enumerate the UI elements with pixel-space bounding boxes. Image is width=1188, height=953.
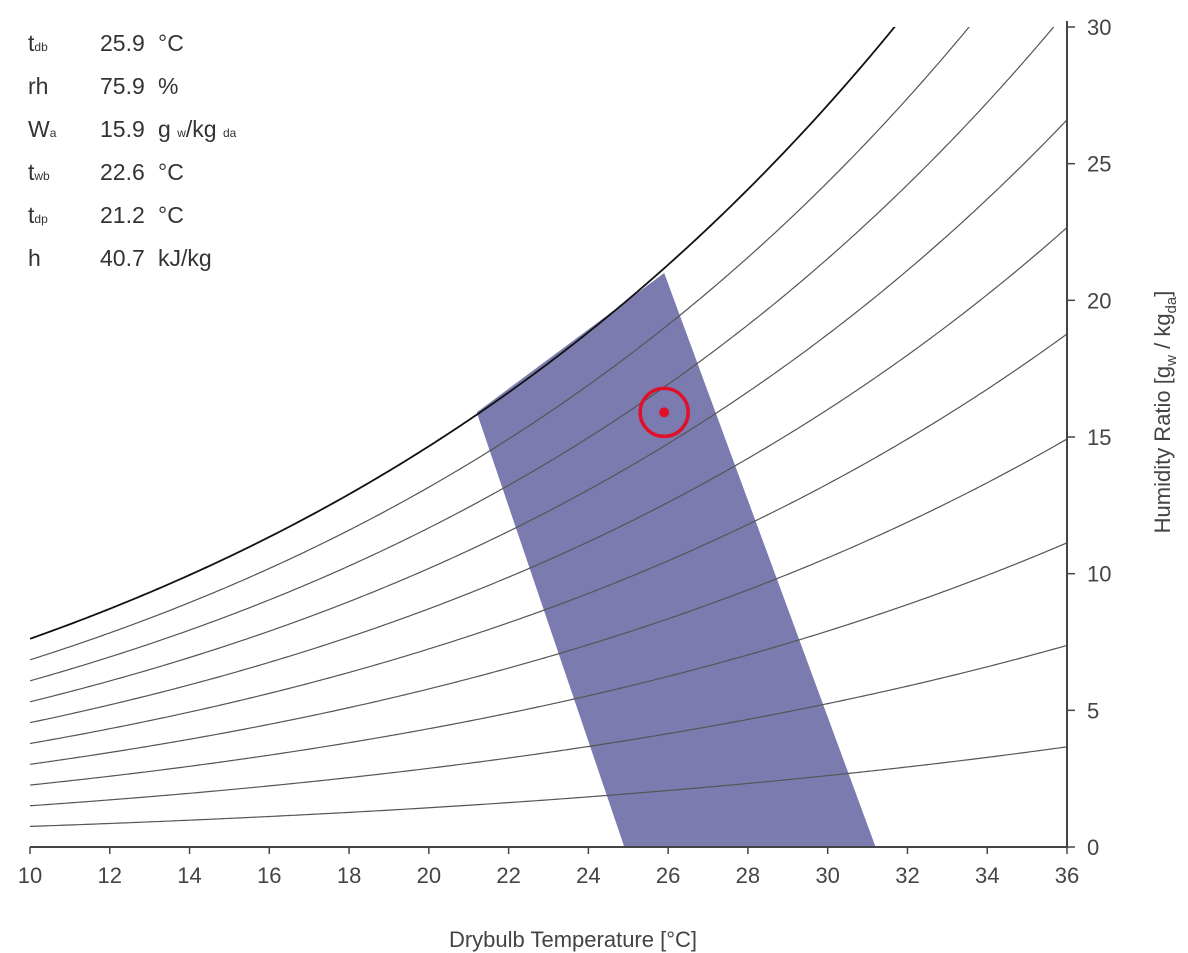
y-tick-label: 25 bbox=[1087, 152, 1111, 177]
wa-unit: g w/kg da bbox=[158, 116, 237, 142]
tdb-unit: °C bbox=[158, 30, 184, 56]
rh-curve-60 bbox=[30, 227, 1067, 724]
rh-value: 75.9 bbox=[100, 73, 145, 99]
x-tick-label: 20 bbox=[417, 863, 441, 888]
rh-curve-20 bbox=[30, 644, 1067, 807]
x-tick-label: 16 bbox=[257, 863, 281, 888]
readout-row-wa: Wa 15.9 g w/kg da bbox=[28, 108, 236, 151]
x-tick-label: 24 bbox=[576, 863, 600, 888]
rh-curve-90 bbox=[30, 27, 970, 661]
x-tick-label: 28 bbox=[736, 863, 760, 888]
rh-symbol: rh bbox=[28, 73, 49, 99]
twb-unit: °C bbox=[158, 159, 184, 185]
tdb-value: 25.9 bbox=[100, 30, 145, 56]
x-tick-label: 22 bbox=[496, 863, 520, 888]
readout-row-rh: rh 75.9 % bbox=[28, 65, 236, 108]
y-tick-label: 20 bbox=[1087, 288, 1111, 313]
y-tick-label: 15 bbox=[1087, 425, 1111, 450]
axes-layer: 10 12 14 16 18 20 22 24 26 28 30 32 34 36 0 5 10 15 20 25 30 bbox=[18, 15, 1112, 888]
h-unit: kJ/kg bbox=[158, 245, 212, 271]
comfort-zone-layer bbox=[476, 273, 876, 847]
readout-row-tdb: tdb 25.9 °C bbox=[28, 22, 236, 65]
wa-symbol: Wa bbox=[28, 116, 57, 142]
rh-curve-40 bbox=[30, 438, 1067, 765]
rh-curve-30 bbox=[30, 542, 1067, 786]
x-tick-label: 32 bbox=[895, 863, 919, 888]
x-tick-label: 10 bbox=[18, 863, 42, 888]
x-tick-label: 36 bbox=[1055, 863, 1079, 888]
state-point-layer bbox=[638, 386, 690, 439]
state-readout-panel: tdb 25.9 °C rh 75.9 % Wa 15.9 g w/kg da … bbox=[28, 22, 236, 280]
tdb-symbol: tdb bbox=[28, 30, 48, 56]
rh-curve-10 bbox=[30, 746, 1067, 827]
x-axis-title: Drybulb Temperature [°C] bbox=[449, 927, 697, 952]
x-tick-label: 14 bbox=[177, 863, 201, 888]
x-tick-label: 34 bbox=[975, 863, 999, 888]
comfort-zone bbox=[476, 273, 876, 847]
h-value: 40.7 bbox=[100, 245, 145, 271]
state-point-dot bbox=[659, 407, 670, 418]
y-axis-title: Humidity Ratio [gw / kgda] bbox=[1150, 291, 1180, 534]
readout-row-h: h 40.7 kJ/kg bbox=[28, 237, 236, 280]
x-tick-label: 18 bbox=[337, 863, 361, 888]
tdp-unit: °C bbox=[158, 202, 184, 228]
y-tick-label: 30 bbox=[1087, 15, 1111, 40]
tdp-symbol: tdp bbox=[28, 202, 48, 228]
readout-row-twb: twb 22.6 °C bbox=[28, 151, 236, 194]
tdp-value: 21.2 bbox=[100, 202, 145, 228]
y-tick-label: 5 bbox=[1087, 698, 1099, 723]
x-tick-label: 26 bbox=[656, 863, 680, 888]
state-point-ring bbox=[638, 386, 690, 439]
y-tick-label: 0 bbox=[1087, 835, 1099, 860]
twb-value: 22.6 bbox=[100, 159, 145, 185]
h-symbol: h bbox=[28, 245, 41, 271]
rh-curves-layer bbox=[30, 27, 1067, 827]
rh-unit: % bbox=[158, 73, 179, 99]
rh-curve-100 bbox=[30, 27, 896, 640]
x-tick-label: 30 bbox=[815, 863, 839, 888]
rh-curve-80 bbox=[30, 27, 1055, 682]
twb-symbol: twb bbox=[28, 159, 50, 185]
rh-curve-50 bbox=[30, 333, 1067, 745]
x-tick-label: 12 bbox=[98, 863, 122, 888]
readout-row-tdp: tdp 21.2 °C bbox=[28, 194, 236, 237]
wa-value: 15.9 bbox=[100, 116, 145, 142]
y-tick-label: 10 bbox=[1087, 562, 1111, 587]
rh-curve-70 bbox=[30, 119, 1067, 703]
